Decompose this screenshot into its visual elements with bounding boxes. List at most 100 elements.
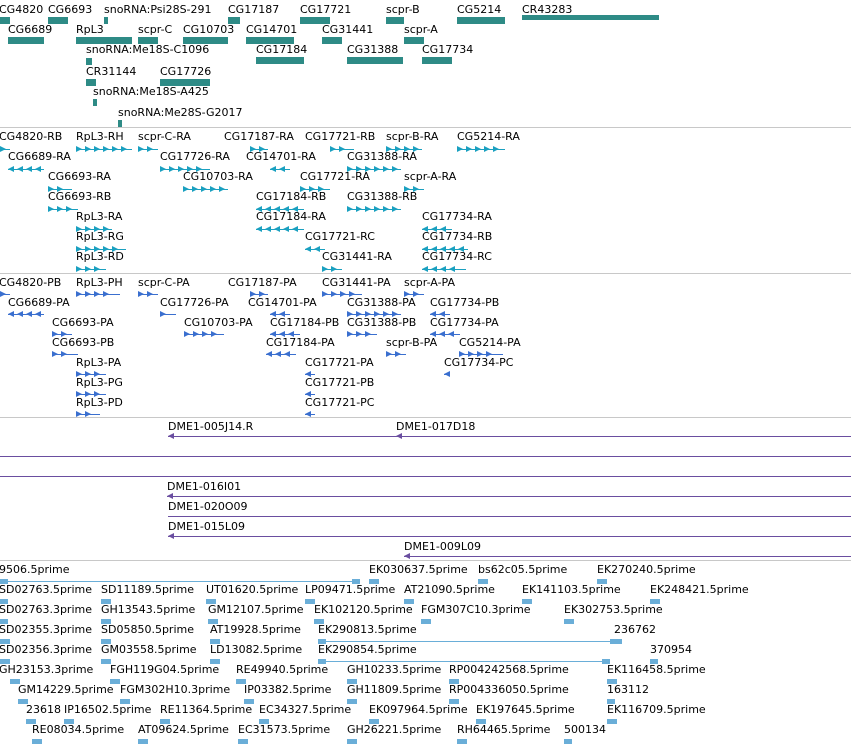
- feature-label[interactable]: snoRNA:Psi28S-291: [104, 3, 212, 16]
- feature-label[interactable]: snoRNA:Me18S-C1096: [86, 43, 210, 56]
- feature-label[interactable]: CG31441-RA: [322, 250, 392, 263]
- feature-label[interactable]: CG17721: [300, 3, 352, 16]
- feature-label[interactable]: EK302753.5prime: [564, 603, 663, 616]
- feature-label[interactable]: GH11809.5prime: [347, 683, 442, 696]
- feature-label[interactable]: scpr-A-PA: [404, 276, 456, 289]
- feature-label[interactable]: 236762: [614, 623, 656, 636]
- feature-label[interactable]: GM03558.5prime: [101, 643, 197, 656]
- feature-label[interactable]: IP03382.5prime: [244, 683, 332, 696]
- est-glyph[interactable]: [564, 619, 574, 624]
- feature-label[interactable]: EK290854.5prime: [318, 643, 417, 656]
- feature-label[interactable]: CG31441-PA: [322, 276, 391, 289]
- gene-glyph[interactable]: [457, 17, 505, 24]
- gene-glyph[interactable]: [93, 99, 97, 106]
- feature-label[interactable]: CG10703-PA: [184, 316, 253, 329]
- gene-glyph[interactable]: [76, 37, 132, 44]
- est-glyph[interactable]: [564, 739, 572, 744]
- feature-label[interactable]: SD02356.3prime: [0, 643, 92, 656]
- est-glyph[interactable]: [318, 639, 326, 644]
- feature-label[interactable]: EC34327.5prime: [259, 703, 352, 716]
- feature-label[interactable]: scpr-C: [138, 23, 173, 36]
- feature-label[interactable]: CG17734-RB: [422, 230, 493, 243]
- feature-label[interactable]: GH10233.5prime: [347, 663, 442, 676]
- feature-label[interactable]: CG17721-PA: [305, 356, 374, 369]
- gene-glyph[interactable]: [118, 120, 122, 127]
- feature-label[interactable]: CG17184-RA: [256, 210, 326, 223]
- feature-label[interactable]: RpL3-RG: [76, 230, 124, 243]
- feature-label[interactable]: CG6689-PA: [8, 296, 70, 309]
- feature-label[interactable]: scpr-B: [386, 3, 420, 16]
- est-glyph[interactable]: [597, 579, 607, 584]
- feature-label[interactable]: CG31388: [347, 43, 399, 56]
- est-glyph[interactable]: [369, 719, 379, 724]
- est-glyph[interactable]: [314, 619, 324, 624]
- gene-glyph[interactable]: [86, 79, 96, 86]
- gene-glyph[interactable]: [86, 58, 92, 65]
- est-glyph[interactable]: [614, 639, 622, 644]
- est-glyph[interactable]: [457, 739, 467, 744]
- feature-label[interactable]: EK197645.5prime: [476, 703, 575, 716]
- gene-glyph[interactable]: [104, 17, 108, 24]
- feature-label[interactable]: CG17734: [422, 43, 474, 56]
- feature-label[interactable]: CG31388-RA: [347, 150, 417, 163]
- est-glyph[interactable]: [478, 579, 488, 584]
- feature-label[interactable]: CR31144: [86, 65, 137, 78]
- feature-label[interactable]: RpL3-PD: [76, 396, 123, 409]
- est-glyph[interactable]: [421, 619, 431, 624]
- feature-label[interactable]: CG17721-PC: [305, 396, 375, 409]
- est-glyph[interactable]: [404, 599, 414, 604]
- feature-label[interactable]: CG14701-PA: [248, 296, 317, 309]
- feature-label[interactable]: GM12107.5prime: [208, 603, 304, 616]
- feature-label[interactable]: scpr-C-RA: [138, 130, 191, 143]
- est-glyph[interactable]: [210, 639, 220, 644]
- gene-glyph[interactable]: [246, 37, 294, 44]
- feature-label[interactable]: SD05850.5prime: [101, 623, 194, 636]
- feature-label[interactable]: FGH119G04.5prime: [110, 663, 220, 676]
- feature-label[interactable]: DME1-017D18: [396, 420, 476, 433]
- est-glyph[interactable]: [607, 679, 617, 684]
- feature-label[interactable]: FGM307C10.3prime: [421, 603, 531, 616]
- est-glyph[interactable]: [476, 719, 486, 724]
- feature-label[interactable]: CG5214-PA: [459, 336, 521, 349]
- est-glyph[interactable]: [602, 659, 610, 664]
- feature-label[interactable]: CG31388-PA: [347, 296, 416, 309]
- feature-label[interactable]: EK116709.5prime: [607, 703, 706, 716]
- feature-label[interactable]: CG6693-PB: [52, 336, 115, 349]
- feature-label[interactable]: RpL3-PA: [76, 356, 122, 369]
- feature-label[interactable]: CG17721-PB: [305, 376, 375, 389]
- feature-label[interactable]: CG17721-RC: [305, 230, 375, 243]
- feature-label[interactable]: RE49940.5prime: [236, 663, 329, 676]
- gene-glyph[interactable]: [8, 37, 44, 44]
- est-glyph[interactable]: [607, 699, 615, 704]
- gene-glyph[interactable]: [256, 57, 304, 64]
- est-glyph[interactable]: [259, 719, 269, 724]
- est-glyph[interactable]: [32, 739, 42, 744]
- feature-label[interactable]: UT01620.5prime: [206, 583, 299, 596]
- feature-label[interactable]: CG17721-RA: [300, 170, 370, 183]
- feature-label[interactable]: CG17734-PC: [444, 356, 514, 369]
- feature-label[interactable]: CG6693-RA: [48, 170, 111, 183]
- feature-label[interactable]: CG31388-PB: [347, 316, 417, 329]
- gene-glyph[interactable]: [0, 17, 10, 24]
- feature-label[interactable]: bs62c05.5prime: [478, 563, 568, 576]
- feature-label[interactable]: SD11189.5prime: [101, 583, 194, 596]
- feature-label[interactable]: CG14701-RA: [246, 150, 316, 163]
- est-glyph[interactable]: [206, 599, 216, 604]
- gene-glyph[interactable]: [522, 15, 659, 20]
- est-glyph[interactable]: [64, 719, 74, 724]
- feature-label[interactable]: CG17726-PA: [160, 296, 229, 309]
- feature-label[interactable]: CG17726-RA: [160, 150, 230, 163]
- feature-label[interactable]: snoRNA:Me18S-A425: [93, 85, 209, 98]
- est-glyph[interactable]: [305, 599, 315, 604]
- feature-label[interactable]: RpL3-PH: [76, 276, 123, 289]
- feature-label[interactable]: 370954: [650, 643, 692, 656]
- feature-label[interactable]: scpr-B-PA: [386, 336, 438, 349]
- feature-label[interactable]: CG17734-RC: [422, 250, 492, 263]
- feature-label[interactable]: CG17184-PB: [270, 316, 340, 329]
- feature-label[interactable]: 23618: [26, 703, 61, 716]
- est-glyph[interactable]: [352, 579, 360, 584]
- feature-label[interactable]: CG6689-RA: [8, 150, 71, 163]
- est-glyph[interactable]: [236, 679, 246, 684]
- feature-label[interactable]: scpr-B-RA: [386, 130, 439, 143]
- feature-label[interactable]: GH23153.3prime: [0, 663, 94, 676]
